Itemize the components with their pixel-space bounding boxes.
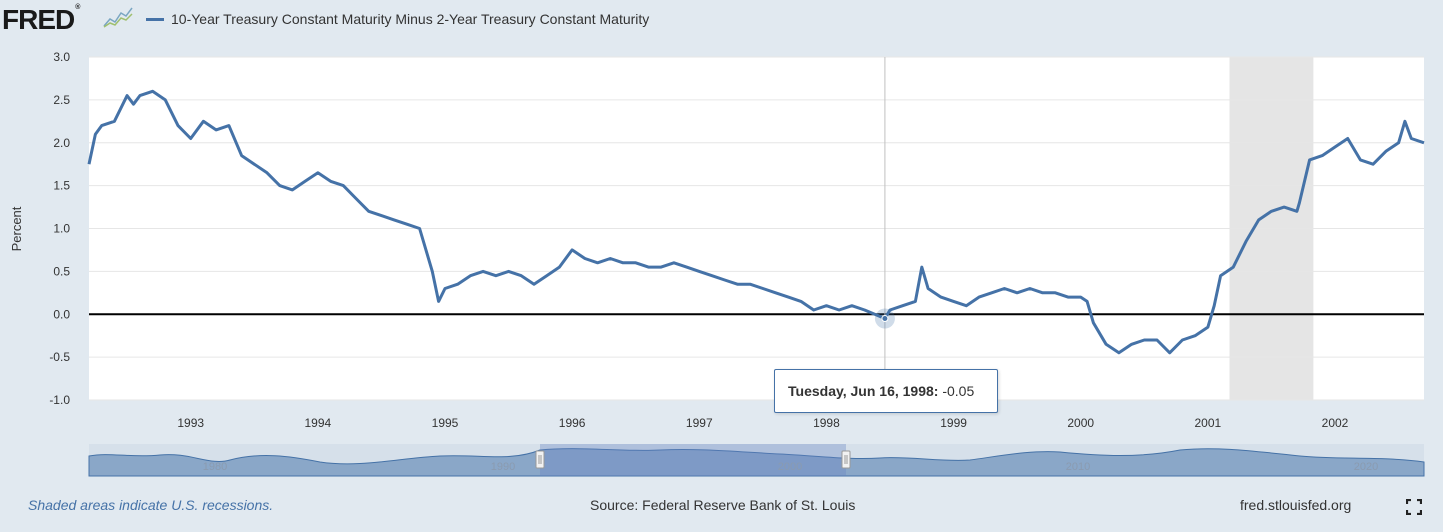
site-link[interactable]: fred.stlouisfed.org: [1240, 497, 1352, 513]
y-tick-label: -0.5: [49, 350, 70, 364]
x-tick-label: 1995: [432, 416, 459, 430]
navigator-selection[interactable]: [540, 444, 846, 476]
tooltip-date: Tuesday, Jun 16, 1998:: [788, 383, 939, 399]
chart-header: FRED® 10-Year Treasury Constant Maturity…: [0, 0, 1443, 40]
x-tick-label: 1996: [559, 416, 586, 430]
series-title: 10-Year Treasury Constant Maturity Minus…: [171, 11, 650, 27]
y-tick-label: 0.5: [53, 264, 70, 278]
tooltip-value: -0.05: [942, 383, 975, 399]
navigator-series-area: [88, 448, 1425, 477]
x-tick-label: 1994: [305, 416, 332, 430]
x-tick-label: 1998: [813, 416, 840, 430]
navigator-label: 1990: [491, 461, 515, 473]
x-tick-label: 2001: [1195, 416, 1222, 430]
y-axis-label: Percent: [9, 206, 24, 251]
y-tick-label: 2.0: [53, 136, 70, 150]
navigator[interactable]: 1980 1990 2000 2010 2020: [88, 444, 1425, 477]
navigator-handle-right[interactable]: [841, 450, 851, 469]
x-tick-label: 1997: [686, 416, 713, 430]
series-line[interactable]: [87, 89, 1425, 355]
series-legend[interactable]: 10-Year Treasury Constant Maturity Minus…: [146, 11, 649, 27]
y-tick-label: 1.0: [53, 222, 70, 236]
y-tick-label: 3.0: [53, 50, 70, 64]
source-text: Source: Federal Reserve Bank of St. Loui…: [590, 497, 856, 513]
y-tick-label: -1.0: [49, 393, 70, 407]
y-tick-label: 0.0: [53, 307, 70, 321]
x-tick-label: 2002: [1322, 416, 1349, 430]
legend-line-swatch: [146, 17, 164, 21]
x-axis-ticks: 1993 1994 1995 1996 1997 1998 1999 2000 2001 2002: [177, 416, 1348, 430]
x-tick-label: 2000: [1067, 416, 1094, 430]
fullscreen-icon[interactable]: [1406, 499, 1422, 515]
navigator-label: 2020: [1354, 461, 1378, 473]
y-axis-ticks: 3.0 2.5 2.0 1.5 1.0 0.5 0.0 -0.5 -1.0: [49, 50, 70, 407]
navigator-handle-left[interactable]: [535, 450, 545, 469]
y-tick-label: 1.5: [53, 179, 70, 193]
hover-point[interactable]: [881, 315, 889, 323]
x-tick-label: 1999: [940, 416, 967, 430]
y-tick-label: 2.5: [53, 93, 70, 107]
navigator-label: 2000: [778, 461, 802, 473]
data-tooltip: Tuesday, Jun 16, 1998: -0.05: [774, 369, 998, 413]
fred-graph-icon: [103, 7, 133, 28]
fred-logo[interactable]: FRED®: [2, 4, 80, 35]
navigator-label: 2010: [1066, 461, 1090, 473]
x-tick-label: 1993: [177, 416, 204, 430]
navigator-label: 1980: [203, 461, 227, 473]
recession-note: Shaded areas indicate U.S. recessions.: [28, 497, 274, 513]
